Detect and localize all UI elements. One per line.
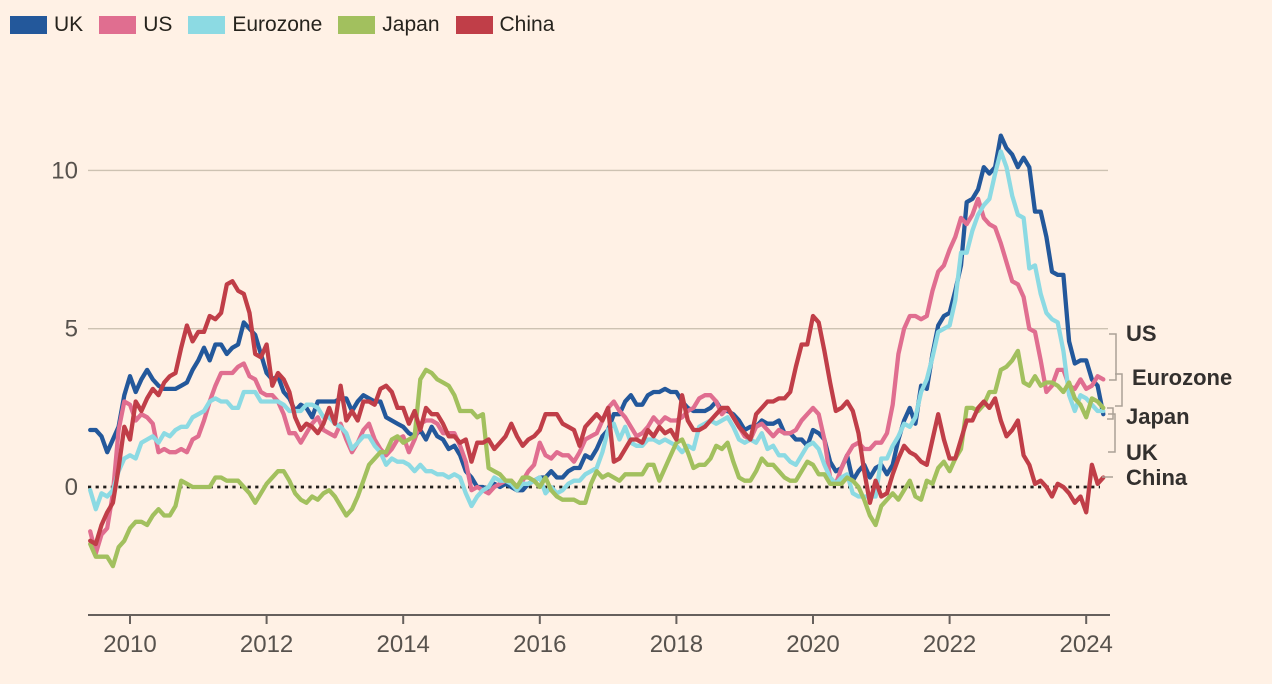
x-tick-label-2012: 2012 — [240, 631, 293, 658]
series-end-label-china: China — [1126, 465, 1188, 490]
series-end-label-us: US — [1126, 321, 1157, 346]
series-line-eurozone — [88, 149, 1106, 512]
x-tick-label-2024: 2024 — [1060, 631, 1113, 658]
legend-label-eurozone: Eurozone — [232, 13, 323, 36]
legend-label-japan: Japan — [382, 13, 440, 36]
x-tick-label-2010: 2010 — [103, 631, 156, 658]
y-tick-label-5: 5 — [65, 316, 78, 343]
end-label-bracket-us — [1109, 333, 1117, 381]
end-label-bracket-uk — [1108, 413, 1116, 453]
x-tick-label-2022: 2022 — [923, 631, 976, 658]
legend-item-us: US — [99, 13, 172, 37]
series-end-label-uk: UK — [1126, 440, 1158, 465]
y-tick-label-0: 0 — [65, 474, 78, 501]
legend-label-china: China — [499, 13, 555, 36]
legend-item-eurozone: Eurozone — [188, 13, 322, 37]
legend-swatch-uk — [10, 16, 47, 34]
legend-item-china: China — [455, 13, 555, 37]
x-tick-label-2016: 2016 — [513, 631, 566, 658]
legend-item-japan: Japan — [338, 13, 440, 37]
series-line-us — [88, 196, 1106, 556]
legend: UK US Eurozone Japan China — [10, 13, 554, 37]
end-label-bracket-eurozone — [1115, 373, 1123, 407]
legend-item-uk: UK — [10, 13, 83, 37]
legend-label-us: US — [143, 13, 173, 36]
series-line-japan — [88, 348, 1106, 569]
legend-swatch-china — [455, 16, 493, 34]
x-tick-label-2014: 2014 — [377, 631, 430, 658]
x-tick-label-2018: 2018 — [650, 631, 703, 658]
series-end-label-eurozone: Eurozone — [1132, 365, 1233, 390]
legend-label-uk: UK — [54, 13, 84, 36]
x-tick-label-2020: 2020 — [786, 631, 839, 658]
series-end-label-japan: Japan — [1126, 404, 1190, 429]
series-line-china — [88, 279, 1106, 547]
legend-swatch-japan — [338, 16, 376, 34]
legend-swatch-us — [99, 16, 137, 34]
legend-swatch-eurozone — [188, 16, 226, 34]
y-tick-label-10: 10 — [51, 157, 78, 184]
